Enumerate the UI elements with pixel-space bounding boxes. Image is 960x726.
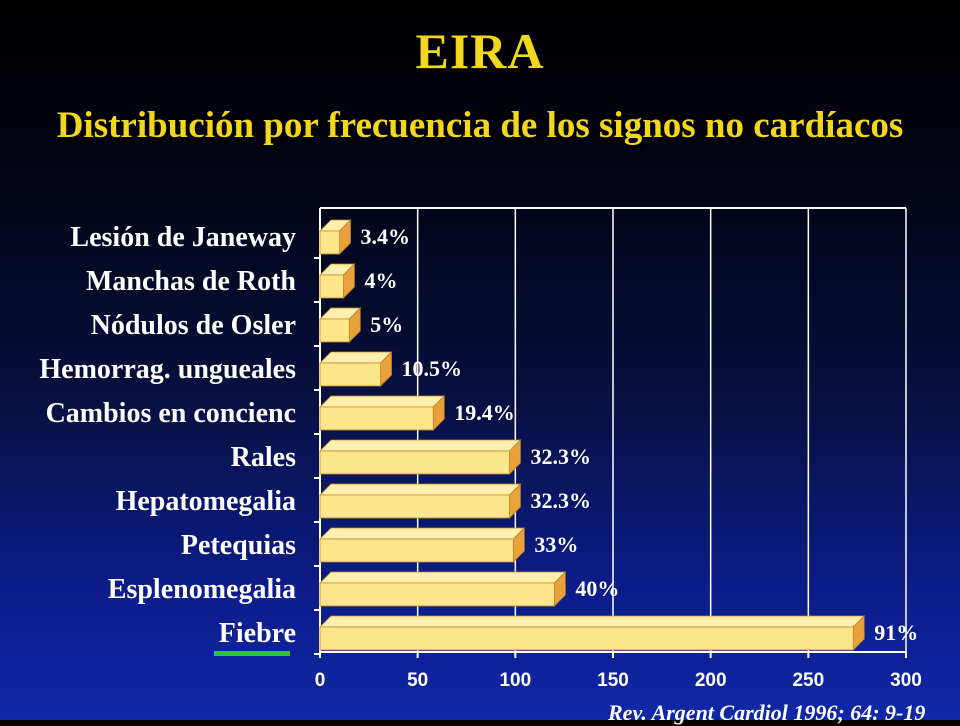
bar-top-face [319,615,866,628]
bar-7 [319,483,522,519]
bars-layer [319,219,866,651]
data-label: 32.3% [530,444,591,469]
category-label: Esplenomegalia [108,574,296,605]
data-label: 10.5% [402,356,463,381]
data-label: 40% [575,576,619,601]
category-label: Hemorrag. ungueales [39,354,296,385]
bar-top-face [319,351,393,364]
bar-front-face [319,494,510,519]
bar-9 [319,571,567,607]
bar-5 [319,395,446,431]
bar-front-face [319,406,434,431]
bar-3 [319,307,362,343]
page-subtitle: Distribución por frecuencia de los signo… [56,105,904,146]
bar-top-face [319,483,522,496]
bar-front-face [319,362,381,387]
green-underline-marker [214,651,290,656]
data-label: 3.4% [361,224,411,249]
data-label: 4% [364,268,397,293]
bar-front-face [319,582,555,607]
bar-front-face [319,450,510,475]
bar-6 [319,439,522,475]
x-tick-label: 100 [499,670,531,691]
x-tick-label: 150 [597,670,629,691]
page-title: EIRA [415,23,545,79]
bar-1 [319,219,352,255]
bar-front-face [319,274,344,299]
bar-front-face [319,626,854,651]
data-label: 19.4% [454,400,515,425]
category-label: Hepatomegalia [116,486,296,517]
x-tick-label: 0 [315,670,326,691]
bar-8 [319,527,526,563]
bar-10 [319,615,866,651]
x-tick-label: 300 [890,670,922,691]
data-label: 32.3% [530,488,591,513]
source-citation: Rev. Argent Cardiol 1996; 64: 9-19 [608,700,926,725]
category-label: Cambios en concienc [46,398,296,429]
category-label: Nódulos de Osler [91,310,296,341]
data-label: 5% [370,312,403,337]
x-tick-label: 200 [695,670,727,691]
bar-2 [319,263,356,299]
bar-top-face [319,527,526,540]
bar-4 [319,351,393,387]
x-tick-label: 250 [792,670,824,691]
data-label: 33% [534,532,578,557]
bar-front-face [319,538,514,563]
bar-top-face [319,571,567,584]
category-label: Manchas de Roth [86,266,296,297]
bar-front-face [319,230,340,255]
bar-top-face [319,439,522,452]
x-tick-label: 50 [407,670,428,691]
bar-front-face [319,318,350,343]
category-label: Fiebre [219,618,296,649]
category-label: Petequias [181,530,296,561]
category-label: Lesión de Janeway [70,222,296,253]
bar-top-face [319,395,446,408]
category-label: Rales [231,442,296,473]
data-label: 91% [874,620,918,645]
labels-layer: 0 50 100 150 200 250 300 Lesión de Janeway 3.4% M… [39,222,921,691]
